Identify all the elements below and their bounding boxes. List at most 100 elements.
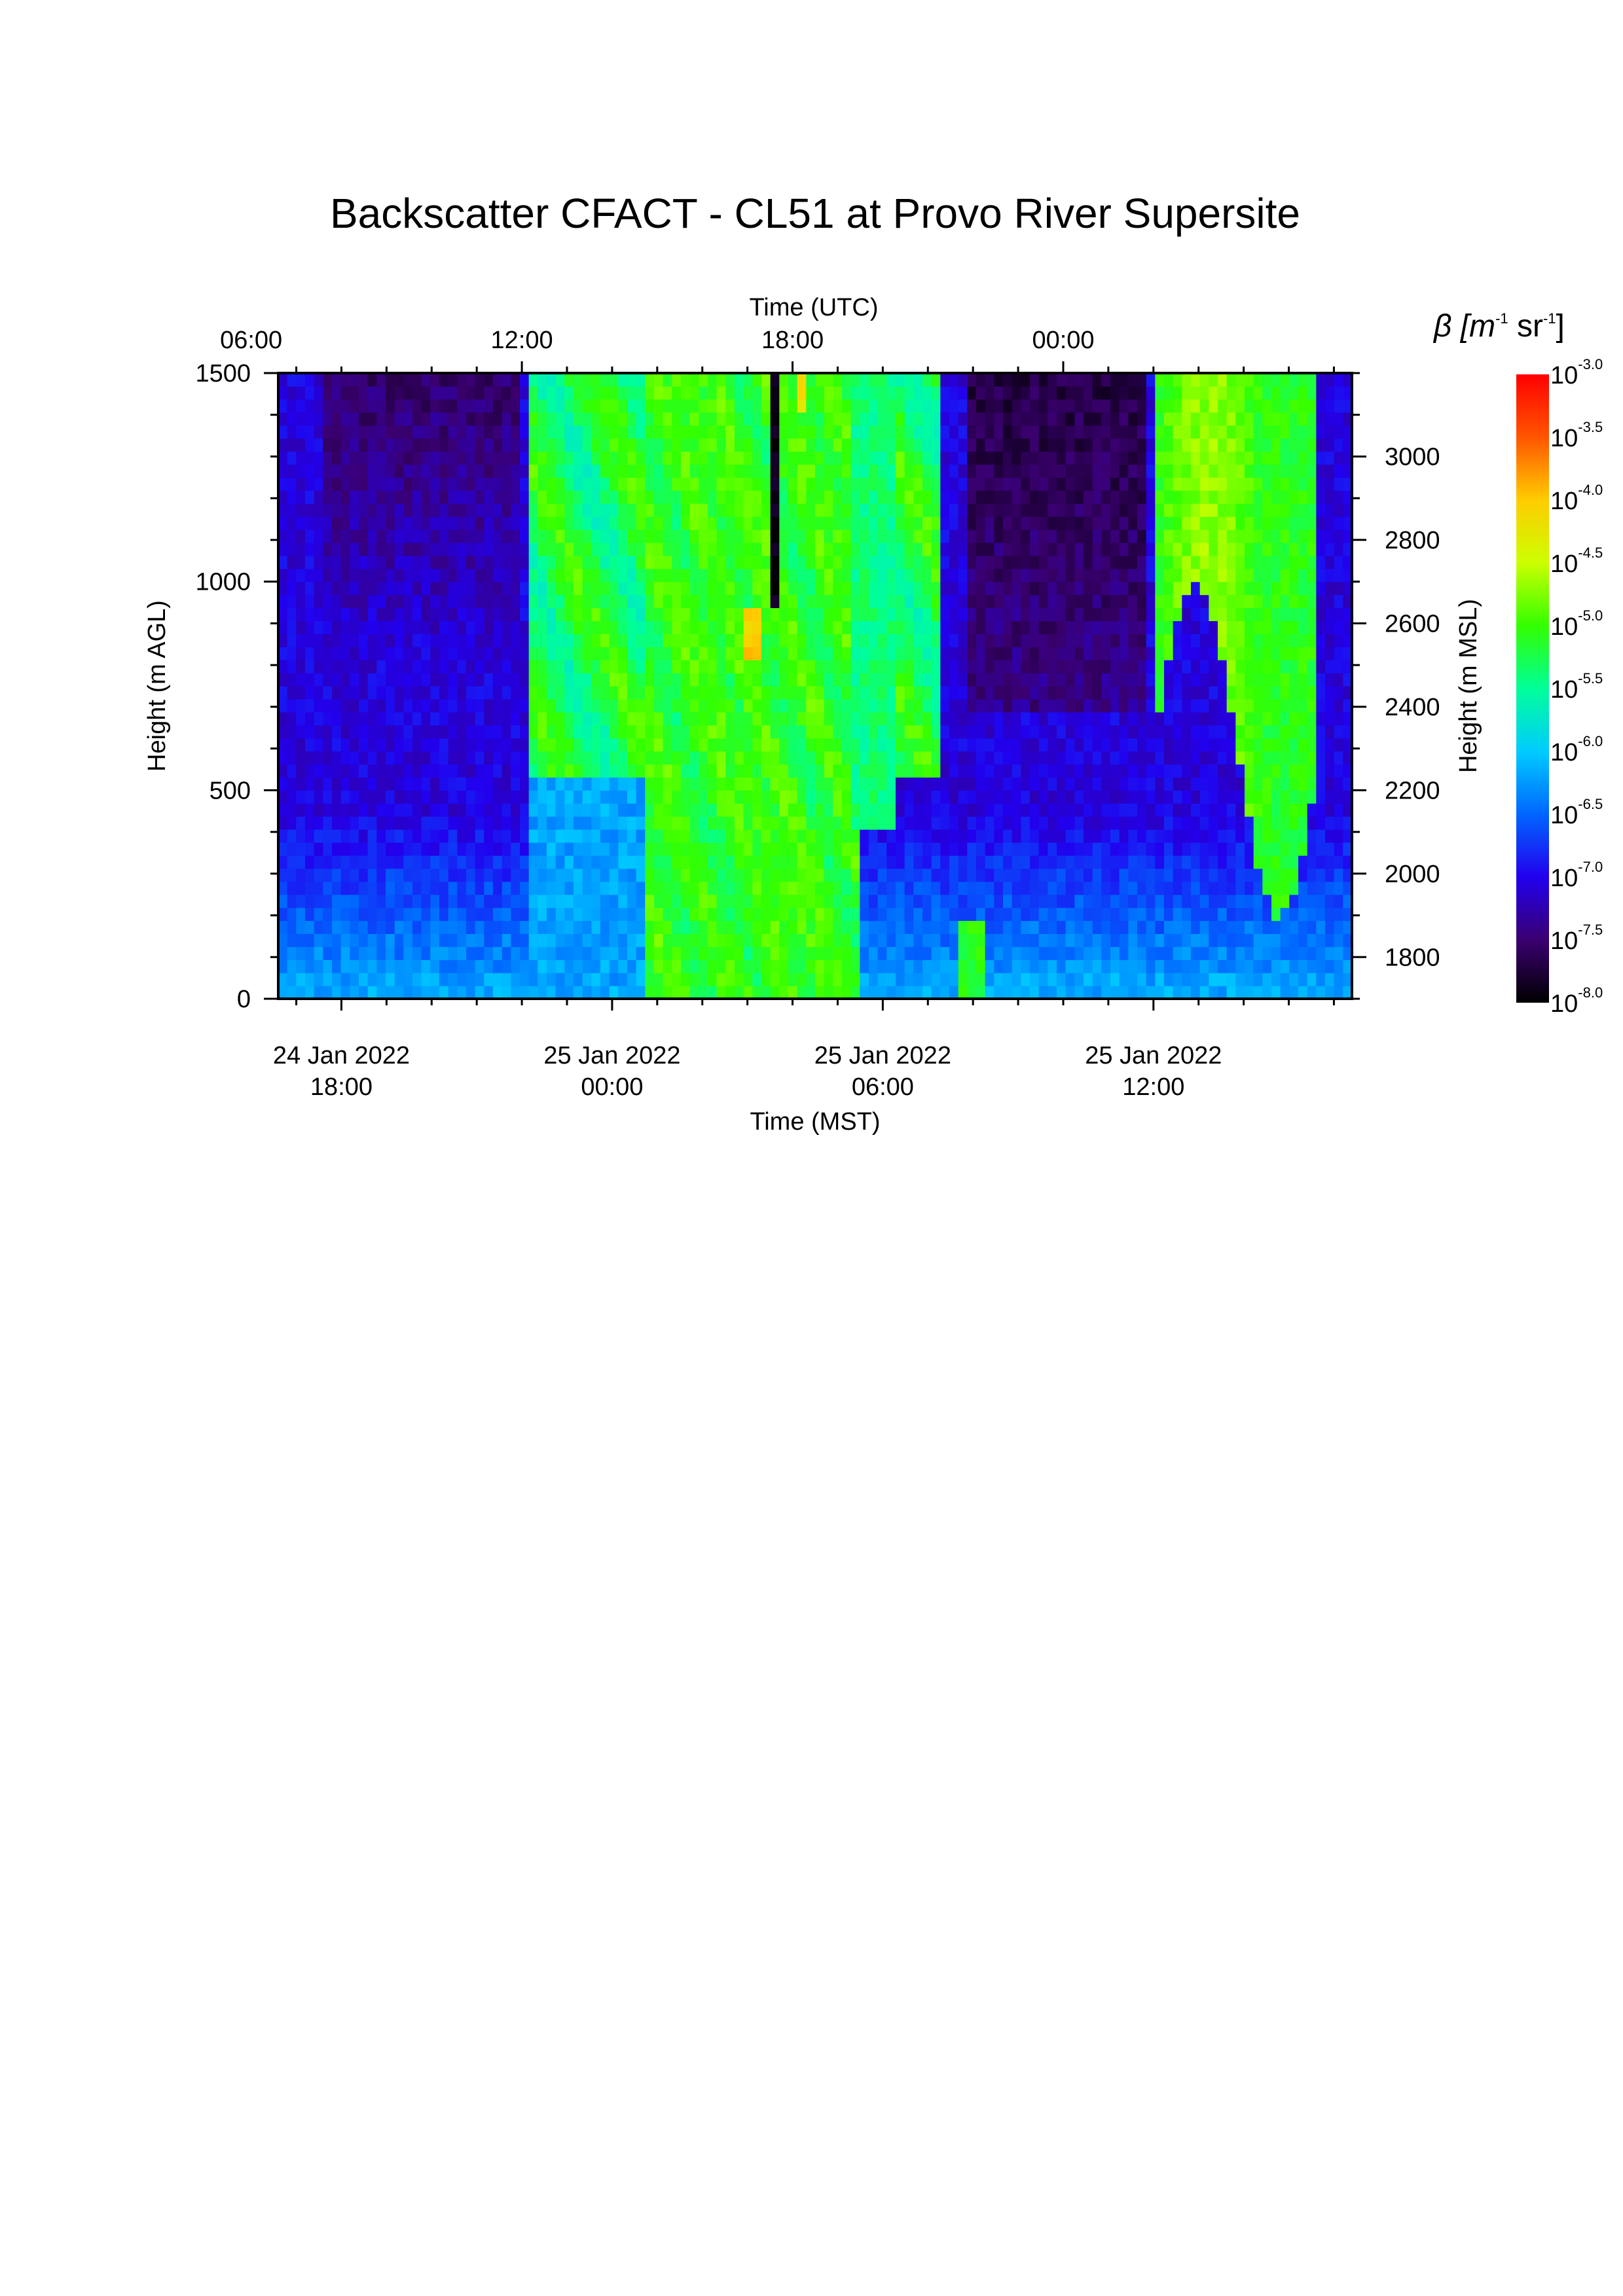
- heatmap-cell: [761, 594, 771, 609]
- heatmap-cell: [860, 386, 869, 400]
- heatmap-cell: [627, 725, 637, 739]
- heatmap-cell: [1155, 751, 1165, 765]
- heatmap-cell: [403, 477, 413, 491]
- heatmap-cell: [600, 581, 610, 596]
- heatmap-cell: [359, 946, 369, 960]
- heatmap-cell: [636, 529, 646, 543]
- heatmap-cell: [1173, 568, 1182, 583]
- heatmap-cell: [287, 673, 297, 687]
- heatmap-cell: [1074, 829, 1084, 843]
- heatmap-cell: [743, 751, 753, 765]
- heatmap-cell: [520, 555, 530, 569]
- heatmap-cell: [278, 881, 288, 895]
- heatmap-cell: [538, 698, 547, 713]
- heatmap-cell: [940, 438, 950, 452]
- heatmap-cell: [367, 373, 377, 387]
- heatmap-cell: [332, 568, 342, 583]
- heatmap-cell: [564, 698, 574, 713]
- heatmap-cell: [403, 542, 413, 556]
- heatmap-cell: [555, 620, 565, 634]
- heatmap-cell: [725, 464, 735, 478]
- heatmap-cell: [1101, 881, 1111, 895]
- heatmap-cell: [457, 516, 467, 530]
- heatmap-cell: [475, 581, 484, 596]
- heatmap-cell: [877, 751, 887, 765]
- heatmap-cell: [994, 868, 1004, 882]
- heatmap-cell: [752, 647, 762, 660]
- heatmap-cell: [305, 490, 315, 504]
- heatmap-cell: [1155, 764, 1165, 778]
- heatmap-cell: [627, 620, 637, 634]
- heatmap-cell: [1199, 973, 1209, 986]
- heatmap-cell: [1199, 542, 1209, 556]
- heatmap-cell: [439, 373, 449, 387]
- heatmap-cell: [824, 451, 833, 465]
- heatmap-cell: [699, 673, 708, 687]
- heatmap-cell: [1065, 542, 1075, 556]
- heatmap-cell: [699, 594, 708, 609]
- heatmap-cell: [520, 868, 530, 882]
- heatmap-cell: [940, 751, 950, 765]
- heatmap-cell: [501, 529, 511, 543]
- heatmap-cell: [466, 542, 476, 556]
- heatmap-cell: [287, 881, 297, 895]
- heatmap-cell: [528, 607, 538, 622]
- heatmap-cell: [1146, 673, 1156, 687]
- heatmap-cell: [689, 842, 699, 856]
- heatmap-cell: [528, 960, 538, 973]
- heatmap-cell: [1012, 881, 1021, 895]
- heatmap-cell: [600, 438, 610, 452]
- heatmap-cell: [824, 555, 833, 569]
- heatmap-cell: [636, 986, 646, 999]
- heatmap-cell: [896, 373, 905, 387]
- heatmap-cell: [1038, 438, 1048, 452]
- heatmap-cell: [779, 816, 789, 830]
- heatmap-cell: [681, 412, 691, 426]
- heatmap-cell: [1021, 738, 1030, 752]
- heatmap-cell: [439, 620, 449, 634]
- heatmap-cell: [904, 881, 914, 895]
- heatmap-cell: [278, 777, 288, 791]
- heatmap-cell: [340, 451, 350, 465]
- heatmap-cell: [904, 738, 914, 752]
- heatmap-cell: [1155, 946, 1165, 960]
- heatmap-cell: [287, 920, 297, 935]
- heatmap-cell: [1038, 725, 1048, 739]
- heatmap-cell: [1084, 816, 1093, 830]
- heatmap-cell: [1137, 581, 1147, 596]
- heatmap-cell: [367, 516, 377, 530]
- heatmap-cell: [340, 412, 350, 426]
- heatmap-cell: [493, 946, 503, 960]
- heatmap-cell: [547, 907, 556, 922]
- heatmap-cell: [618, 647, 628, 660]
- heatmap-cell: [716, 373, 726, 387]
- heatmap-cell: [896, 555, 905, 569]
- heatmap-cell: [1146, 842, 1156, 856]
- heatmap-cell: [278, 711, 288, 726]
- heatmap-cell: [833, 620, 843, 634]
- heatmap-cell: [779, 386, 789, 400]
- heatmap-cell: [421, 829, 431, 843]
- heatmap-cell: [1128, 542, 1138, 556]
- heatmap-cell: [538, 790, 547, 804]
- heatmap-cell: [958, 477, 968, 491]
- heatmap-cell: [403, 412, 413, 426]
- heatmap-cell: [797, 594, 807, 609]
- heatmap-cell: [842, 634, 852, 647]
- heatmap-cell: [797, 790, 807, 804]
- heatmap-cell: [1191, 842, 1201, 856]
- heatmap-cell: [627, 790, 637, 804]
- heatmap-cell: [618, 881, 628, 895]
- heatmap-cell: [833, 725, 843, 739]
- heatmap-cell: [1012, 594, 1021, 609]
- heatmap-cell: [538, 594, 547, 609]
- heatmap-cell: [1164, 986, 1174, 999]
- heatmap-cell: [824, 568, 833, 583]
- heatmap-cell: [1030, 960, 1040, 973]
- heatmap-cell: [1173, 425, 1182, 439]
- heatmap-cell: [1003, 568, 1013, 583]
- heatmap-cell: [1021, 620, 1030, 634]
- heatmap-cell: [618, 790, 628, 804]
- heatmap-cell: [430, 386, 440, 400]
- heatmap-cell: [806, 529, 816, 543]
